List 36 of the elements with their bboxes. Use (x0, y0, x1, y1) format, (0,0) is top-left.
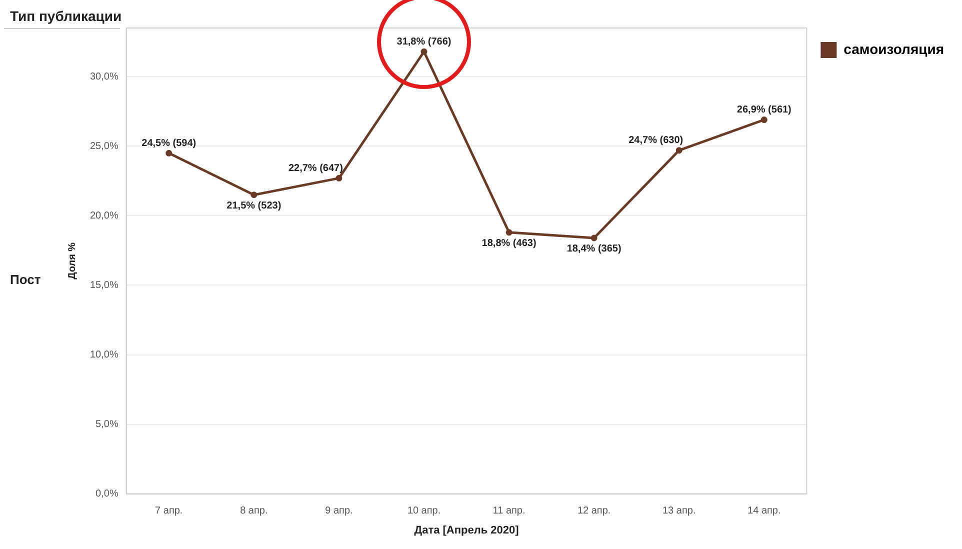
data-label: 24,5% (594) (142, 138, 196, 149)
point (166, 150, 172, 156)
point (590, 234, 598, 242)
x-tick-label: 9 апр. (325, 506, 353, 517)
point (336, 174, 342, 182)
x-tick-label: 14 апр. (748, 506, 781, 517)
legend-label: самоизоляция (844, 40, 944, 57)
y-tick-label: 25,0% (90, 140, 118, 152)
x-tick-label: 8 апр. (240, 506, 268, 517)
x-tick-label: 10 апр. (407, 506, 441, 517)
point (760, 116, 768, 124)
y-tick-label: 5,0% (96, 419, 118, 430)
y-tick-label: 10,0% (90, 350, 118, 361)
data-label: 22,7% (647) (288, 162, 343, 174)
data-label: 21,5% (523) (226, 200, 282, 212)
chart-title: Тип публикации (10, 8, 122, 24)
point (676, 147, 682, 154)
data-label: 24,7% (630) (628, 135, 684, 146)
y-tick-label: 30,0% (90, 71, 118, 82)
point (250, 192, 258, 198)
data-label: 26,9% (561) (736, 104, 792, 116)
y-tick-label: 0,0% (96, 488, 118, 500)
x-tick-label: 7 апр. (155, 506, 183, 517)
point (506, 229, 512, 236)
y-axis-title: Доля % (66, 242, 78, 280)
x-tick-label: 13 апр. (662, 506, 696, 517)
y-tick-label: 15,0% (90, 280, 118, 291)
point (420, 48, 428, 55)
data-label: 18,4% (365) (566, 244, 622, 255)
y-tick-label: 20,0% (90, 210, 118, 222)
x-axis-title: Дата [Апрель 2020] (414, 524, 520, 536)
x-tick-label: 12 апр. (577, 506, 611, 517)
data-label: 31,8% (766) (396, 36, 452, 48)
x-tick-label: 11 апр. (492, 506, 526, 517)
text: Пост (10, 272, 41, 287)
data-label: 18,8% (463) (482, 238, 536, 250)
